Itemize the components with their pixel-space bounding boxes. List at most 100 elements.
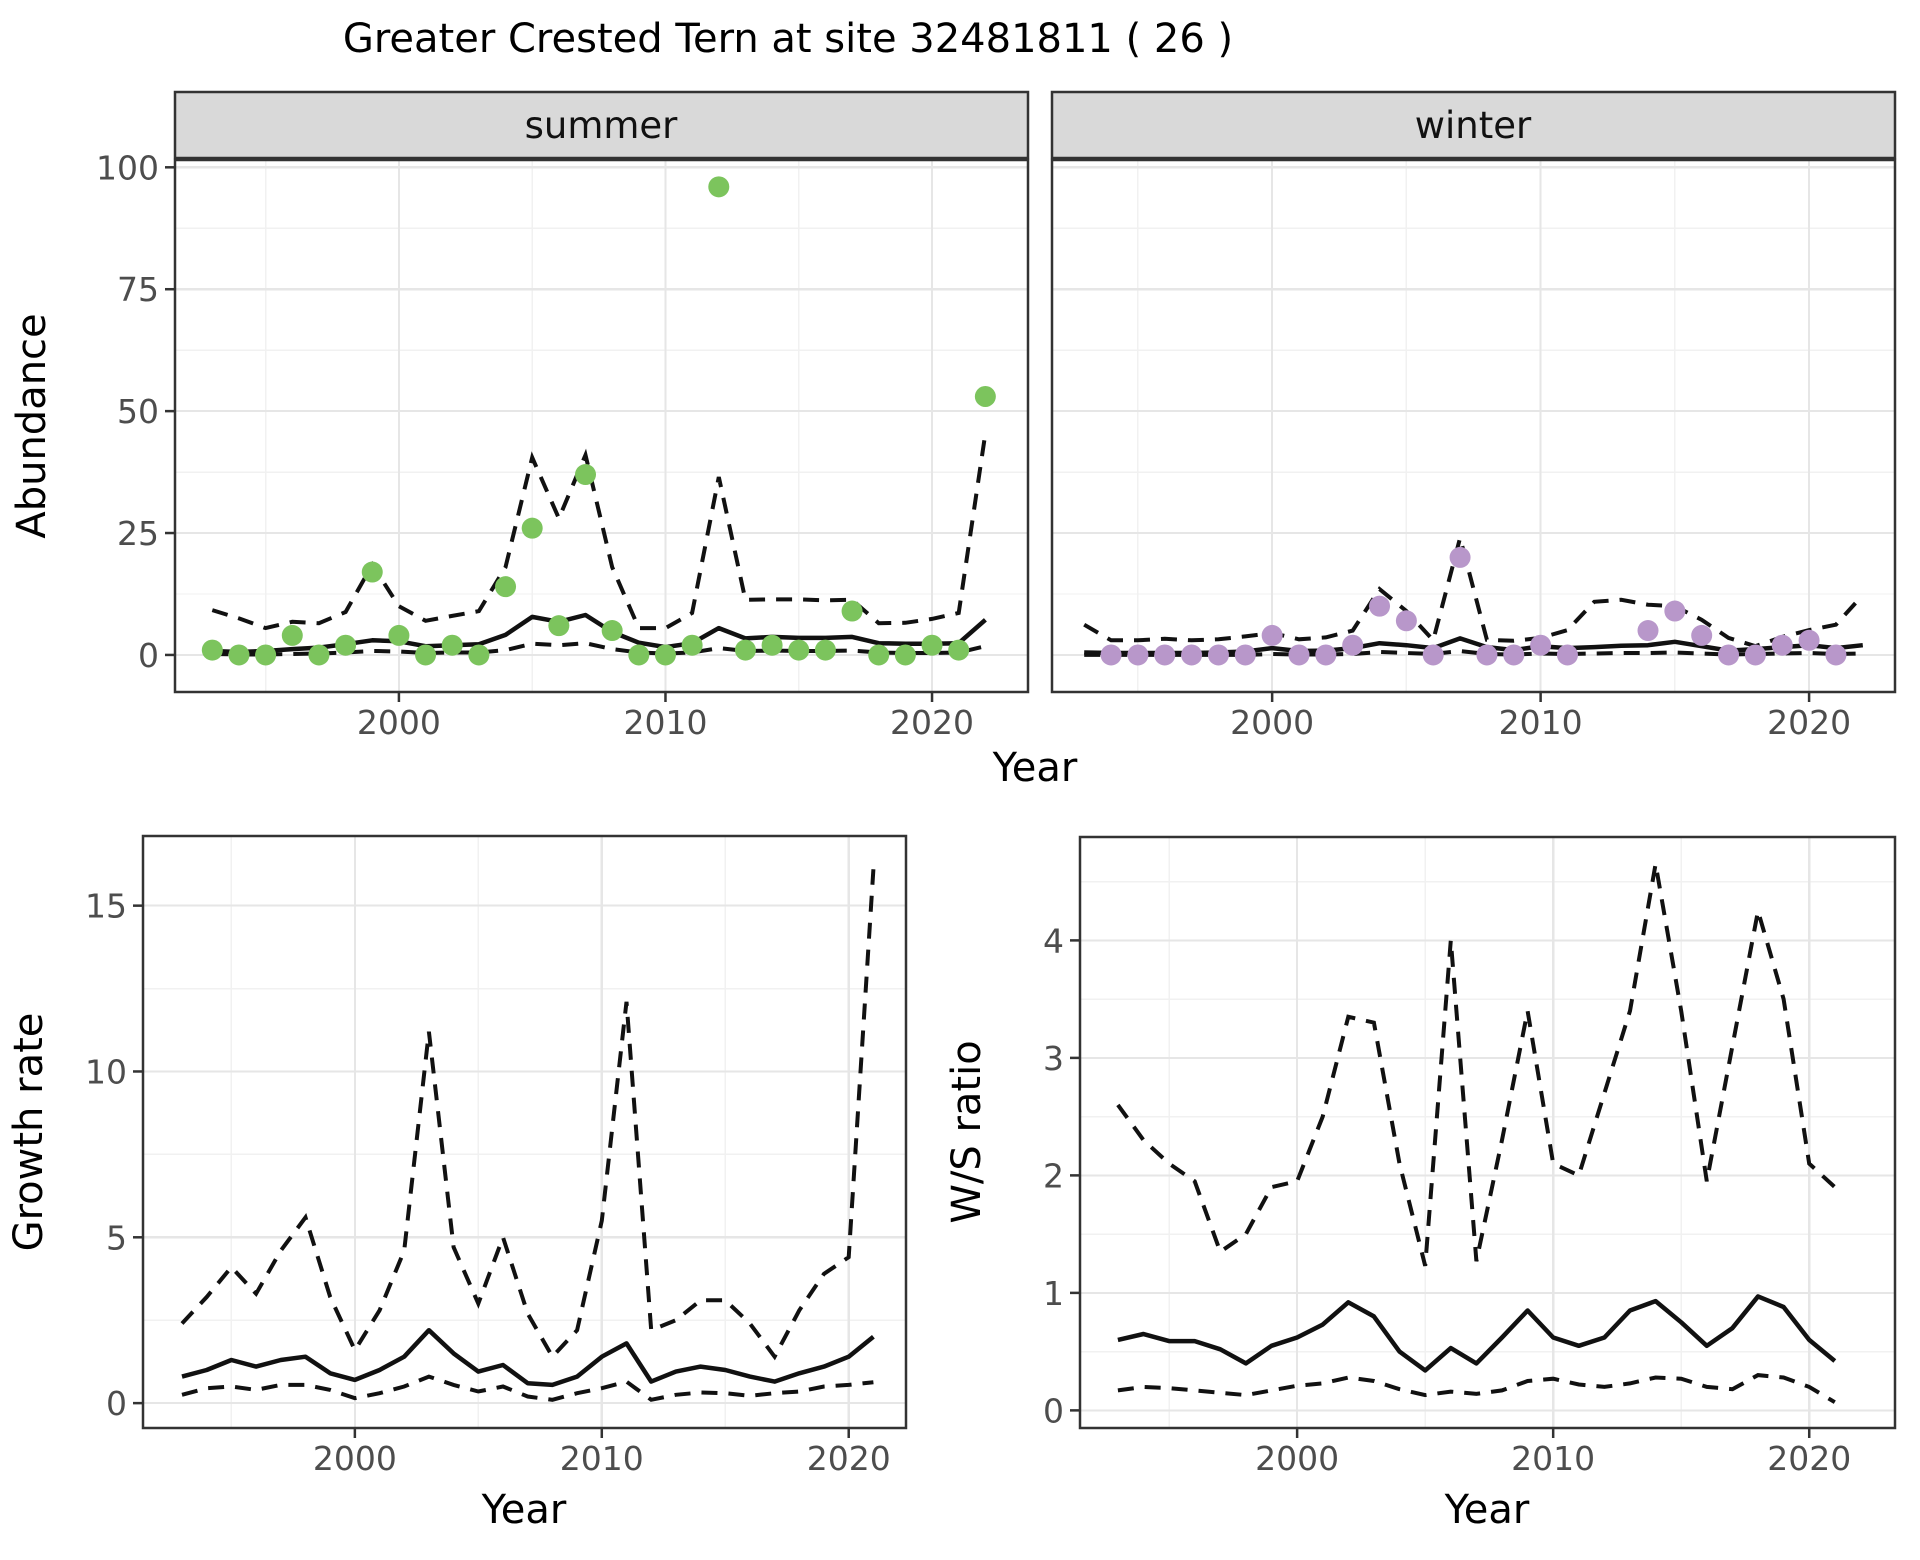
panel-background	[1080, 837, 1895, 1428]
y-tick-label: 25	[117, 514, 159, 553]
y-tick-label: 2	[1043, 1156, 1064, 1195]
data-point-summer	[628, 644, 650, 666]
lower-ci-line	[212, 641, 986, 657]
y-tick-label: 3	[1043, 1039, 1064, 1078]
panel-border	[141, 834, 908, 1430]
x-tick-label: 2010	[560, 1439, 644, 1478]
panel-ws_ratio: 2000 2010 2020 0 1 2 3 4	[1043, 835, 1897, 1478]
data-point-summer	[948, 639, 970, 661]
data-point-summer	[841, 600, 863, 622]
y-tick-label: 0	[138, 636, 159, 675]
data-point-summer	[468, 644, 490, 666]
y-tick-label: 10	[85, 1052, 127, 1091]
data-point-winter	[1664, 600, 1686, 622]
data-point-winter	[1476, 644, 1498, 666]
data-point-summer	[415, 644, 437, 666]
x-tick-label: 2000	[1255, 1439, 1339, 1478]
facet-strip-summer: summer	[173, 90, 1030, 160]
data-point-summer	[974, 385, 996, 407]
data-point-winter	[1100, 644, 1122, 666]
median-line	[181, 1327, 875, 1388]
panel-background	[1052, 160, 1895, 692]
data-point-winter	[1449, 546, 1471, 568]
lower-ci-line	[1117, 1373, 1836, 1404]
data-point-winter	[1771, 634, 1793, 656]
data-point-winter	[1825, 644, 1847, 666]
data-point-winter	[1207, 644, 1229, 666]
data-point-summer	[441, 634, 463, 656]
data-point-winter	[1154, 644, 1176, 666]
panel-border	[1050, 158, 1897, 694]
y-axis-title-abundance: Abundance	[9, 313, 55, 538]
data-point-winter	[1718, 644, 1740, 666]
y-axis-title-growth-rate: Growth rate	[6, 1013, 52, 1252]
x-axis-title-year-bottom-right: Year	[1444, 1487, 1530, 1533]
x-tick-label: 2020	[807, 1439, 891, 1478]
data-point-winter	[1395, 610, 1417, 632]
panel-abundance_winter: 2000 2010 2020	[1050, 158, 1897, 742]
y-tick-label: 15	[85, 887, 127, 926]
panel-growth_rate: 2000 2010 2020 0 5 10 15	[85, 834, 908, 1478]
x-tick-label: 2020	[1767, 1439, 1851, 1478]
x-tick-label: 2010	[1499, 703, 1583, 742]
data-point-summer	[361, 561, 383, 583]
data-point-winter	[1288, 644, 1310, 666]
data-point-winter	[1369, 595, 1391, 617]
data-point-winter	[1503, 644, 1525, 666]
y-tick-label: 75	[117, 270, 159, 309]
panel-abundance_summer: 2000 2010 2020 0 25 50 75 100	[96, 148, 1030, 742]
data-point-summer	[654, 644, 676, 666]
panel-background	[175, 160, 1028, 692]
x-tick-label: 2020	[1767, 703, 1851, 742]
data-point-winter	[1127, 644, 1149, 666]
upper-ci-line	[180, 869, 876, 1361]
data-point-summer	[734, 639, 756, 661]
facet-strip-label: winter	[1415, 104, 1532, 147]
data-point-summer	[921, 634, 943, 656]
data-point-summer	[601, 620, 623, 642]
data-point-summer	[548, 615, 570, 637]
y-axis-title-ws-ratio: W/S ratio	[944, 1040, 990, 1223]
data-point-summer	[308, 644, 330, 666]
data-point-winter	[1234, 644, 1256, 666]
data-point-summer	[281, 624, 303, 646]
lower-ci-line	[181, 1374, 874, 1402]
panel-border	[1078, 835, 1897, 1430]
x-axis-title-year-bottom-left: Year	[481, 1487, 567, 1533]
data-point-winter	[1261, 624, 1283, 646]
x-tick-label: 2000	[313, 1439, 397, 1478]
panel-border	[173, 158, 1030, 694]
data-point-summer	[388, 624, 410, 646]
plot-title: Greater Crested Tern at site 32481811 ( …	[343, 16, 1233, 62]
facet-strip-winter: winter	[1050, 90, 1897, 160]
data-point-winter	[1315, 644, 1337, 666]
facet-strip-box	[1050, 90, 1897, 160]
x-tick-label: 2020	[890, 703, 974, 742]
data-point-winter	[1342, 634, 1364, 656]
data-point-summer	[575, 464, 597, 486]
y-tick-label: 5	[106, 1218, 127, 1257]
y-tick-label: 4	[1043, 921, 1064, 960]
upper-ci-line	[1083, 530, 1865, 649]
data-point-summer	[681, 634, 703, 656]
y-tick-label: 50	[117, 392, 159, 431]
data-point-winter	[1637, 620, 1659, 642]
x-tick-label: 2010	[623, 703, 707, 742]
facet-strip-box	[173, 90, 1030, 160]
x-tick-label: 2000	[357, 703, 441, 742]
data-point-summer	[521, 517, 543, 539]
data-point-summer	[335, 634, 357, 656]
data-point-winter	[1691, 624, 1713, 646]
data-point-winter	[1422, 644, 1444, 666]
data-point-summer	[814, 639, 836, 661]
y-tick-label: 1	[1043, 1274, 1064, 1313]
y-tick-label: 0	[1043, 1391, 1064, 1430]
data-point-summer	[761, 634, 783, 656]
data-point-summer	[894, 644, 916, 666]
data-point-summer	[201, 639, 223, 661]
data-point-summer	[788, 639, 810, 661]
data-point-summer	[255, 644, 277, 666]
data-point-summer	[228, 644, 250, 666]
